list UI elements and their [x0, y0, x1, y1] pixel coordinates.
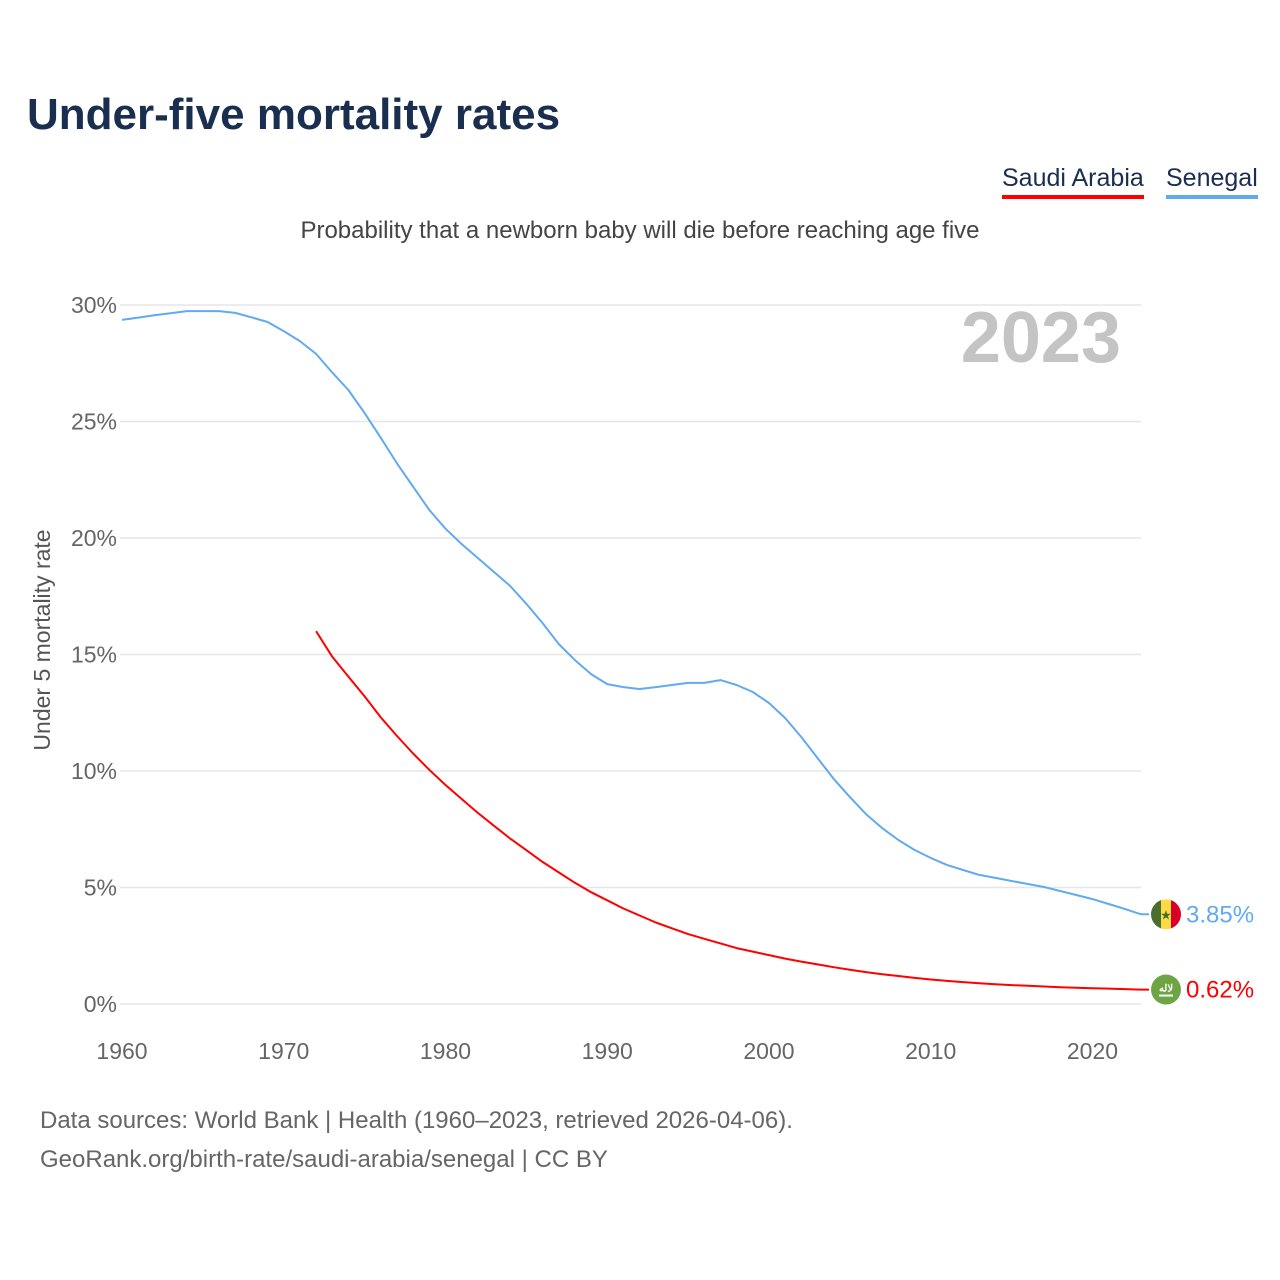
chart-title: Under-five mortality rates	[27, 90, 561, 139]
x-tick-label: 2000	[743, 1038, 794, 1064]
flag-stripe-yellow	[1161, 899, 1171, 930]
y-tick-label: 10%	[71, 758, 117, 784]
y-tick-label: 25%	[71, 409, 117, 435]
flag-circle	[1151, 974, 1181, 1005]
y-tick-label: 30%	[71, 292, 117, 318]
footer-link[interactable]: GeoRank.org/birth-rate/saudi-arabia/sene…	[40, 1146, 608, 1173]
end-value-label: 0.62%	[1186, 977, 1254, 1004]
series-line-senegal	[121, 310, 1149, 916]
flag-script: ﻻﻟﻪ	[1159, 984, 1173, 995]
end-value-label: 3.85%	[1186, 901, 1254, 928]
series-line-saudi-arabia	[315, 630, 1149, 991]
chart-subtitle: Probability that a newborn baby will die…	[300, 217, 980, 244]
senegal-flag-icon: ★	[1151, 899, 1181, 930]
y-tick-label: 0%	[84, 991, 117, 1017]
y-tick-label: 20%	[71, 525, 117, 551]
star-icon: ★	[1160, 908, 1172, 923]
x-tick-label: 2020	[1067, 1038, 1118, 1064]
flag-stripe-red	[1171, 899, 1181, 930]
saudi-arabia-flag-icon: ﻻﻟﻪ	[1151, 974, 1181, 1005]
y-tick-label: 5%	[84, 875, 117, 901]
flag-body: ★	[1151, 899, 1181, 930]
legend-item-senegal[interactable]: Senegal	[1166, 164, 1258, 199]
year-label: 2023	[961, 298, 1121, 378]
legend-item-saudi-arabia[interactable]: Saudi Arabia	[1002, 164, 1144, 199]
footer-sources: Data sources: World Bank | Health (1960–…	[40, 1107, 793, 1134]
x-tick-label: 1990	[582, 1038, 633, 1064]
x-tick-label: 2010	[905, 1038, 956, 1064]
flag-stripe-green	[1151, 899, 1161, 930]
y-tick-label: 15%	[71, 642, 117, 668]
x-tick-label: 1980	[420, 1038, 471, 1064]
x-tick-label: 1960	[96, 1038, 147, 1064]
y-axis-label: Under 5 mortality rate	[29, 529, 55, 750]
x-tick-label: 1970	[258, 1038, 309, 1064]
